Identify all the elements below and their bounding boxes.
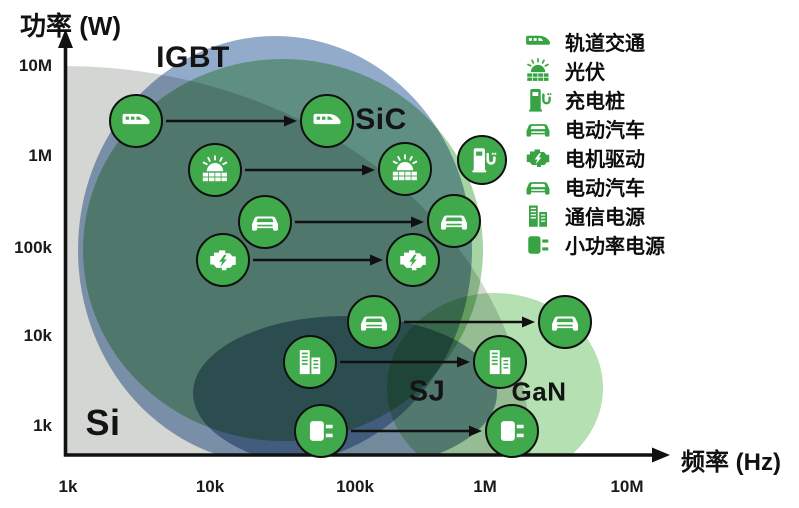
charger-icon xyxy=(472,148,497,173)
pv-icon xyxy=(519,56,556,86)
legend-label: 通信电源 xyxy=(565,207,645,229)
telecom-icon xyxy=(299,350,321,375)
legend-label: 电动汽车 xyxy=(565,178,645,200)
train-icon xyxy=(519,27,556,57)
marker-car xyxy=(427,194,481,248)
telecom-icon xyxy=(519,201,556,231)
marker-motor xyxy=(386,233,440,287)
plug-icon xyxy=(527,235,548,254)
motor-icon xyxy=(526,149,549,167)
x-tick-100k: 100k xyxy=(336,477,374,496)
motor-icon xyxy=(519,143,556,173)
region-label-si: Si xyxy=(85,402,121,443)
legend-item: 电机驱动 xyxy=(519,143,665,172)
legend-label: 轨道交通 xyxy=(565,33,645,55)
car-icon xyxy=(551,316,579,331)
car-icon xyxy=(519,114,556,144)
plug-icon xyxy=(500,421,524,441)
legend-item: 光伏 xyxy=(519,56,665,85)
x-tick-10k: 10k xyxy=(195,477,225,496)
y-tick-1M: 1M xyxy=(28,146,52,165)
legend-item: 充电桩 xyxy=(519,85,665,114)
marker-train xyxy=(300,94,354,148)
marker-car xyxy=(347,295,401,349)
legend-label: 充电桩 xyxy=(565,91,625,113)
x-tick-1M: 1M xyxy=(473,477,497,496)
marker-car xyxy=(538,295,592,349)
marker-car xyxy=(238,195,292,249)
legend: 轨道交通 光伏 充电桩 电动汽车 电机驱动 电动汽车 通信电源 小功率电源 xyxy=(519,27,665,259)
marker-motor xyxy=(196,233,250,287)
motor-icon xyxy=(400,250,426,271)
train-icon xyxy=(525,35,550,45)
marker-plug xyxy=(294,404,348,458)
plug-icon xyxy=(309,421,333,441)
x-tick-1k: 1k xyxy=(58,477,78,496)
x-axis-title: 频率 (Hz) xyxy=(681,449,781,476)
marker-pv xyxy=(188,143,242,197)
pv-icon xyxy=(526,57,549,81)
legend-item: 通信电源 xyxy=(519,201,665,230)
legend-label: 电动汽车 xyxy=(565,120,645,142)
marker-telecom xyxy=(473,335,527,389)
region-label-igbt: IGBT xyxy=(156,41,230,74)
region-label-sj: SJ xyxy=(408,375,446,408)
car-icon xyxy=(526,123,549,137)
train-icon xyxy=(122,113,150,125)
legend-item: 小功率电源 xyxy=(519,230,665,259)
legend-label: 光伏 xyxy=(565,62,605,84)
legend-item: 轨道交通 xyxy=(519,27,665,56)
marker-charger xyxy=(457,135,507,185)
car-icon xyxy=(519,172,556,202)
car-icon xyxy=(440,215,468,230)
x-tick-10M: 10M xyxy=(610,477,644,496)
car-icon xyxy=(360,316,388,331)
marker-train xyxy=(109,94,163,148)
telecom-icon xyxy=(489,350,511,375)
region-label-gan: GaN xyxy=(511,376,567,407)
car-icon xyxy=(526,181,549,195)
charger-icon xyxy=(528,88,551,112)
car-icon xyxy=(251,216,279,231)
y-tick-100k: 100k xyxy=(14,238,52,257)
y-tick-1k: 1k xyxy=(33,416,52,435)
plug-icon xyxy=(519,230,556,260)
legend-item: 电动汽车 xyxy=(519,114,665,143)
y-axis-title: 功率 (W) xyxy=(20,11,122,41)
y-tick-10k: 10k xyxy=(23,326,52,345)
legend-item: 电动汽车 xyxy=(519,172,665,201)
y-tick-10M: 10M xyxy=(18,56,52,75)
motor-icon xyxy=(210,250,236,271)
marker-telecom xyxy=(283,335,337,389)
marker-plug xyxy=(485,404,539,458)
pv-icon xyxy=(392,154,418,181)
telecom-icon xyxy=(528,205,547,227)
legend-label: 小功率电源 xyxy=(565,236,665,258)
region-label-sic: SiC xyxy=(355,103,407,136)
legend-label: 电机驱动 xyxy=(565,149,645,171)
train-icon xyxy=(313,113,341,125)
charger-icon xyxy=(519,85,556,115)
marker-pv xyxy=(378,142,432,196)
pv-icon xyxy=(202,155,228,182)
